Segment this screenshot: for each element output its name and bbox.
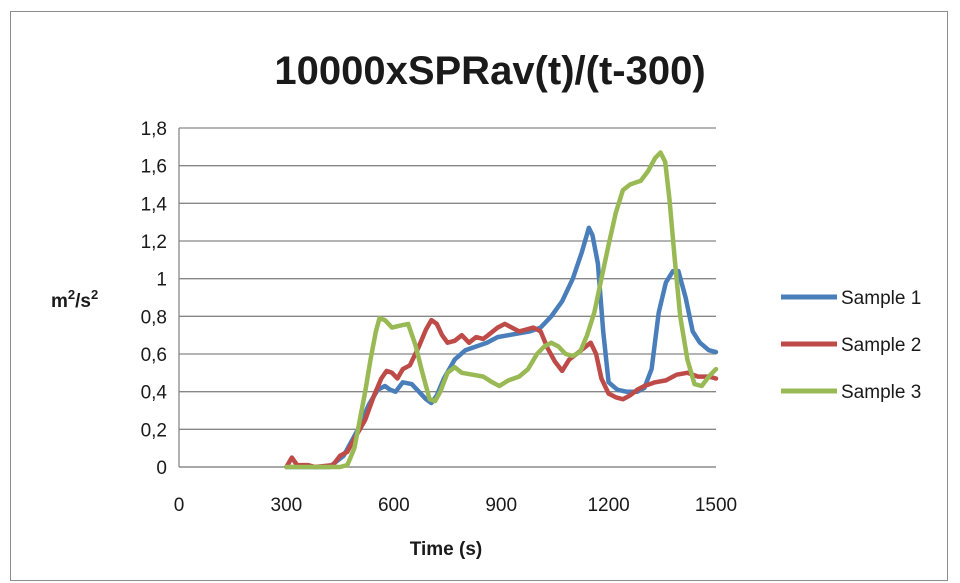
chart-canvas: 10000xSPRav(t)/(t-300) 0 300 600 900 1200 150… bbox=[51, 49, 921, 560]
y-tick-label: 0 bbox=[156, 458, 167, 479]
axes bbox=[178, 128, 716, 468]
y-tick-label: 1,2 bbox=[141, 232, 167, 253]
y-axis-title-mid: /s bbox=[75, 291, 91, 312]
series-lines bbox=[284, 150, 719, 470]
x-axis-title: Time (s) bbox=[410, 539, 483, 560]
x-tick-label: 900 bbox=[485, 495, 517, 516]
x-tick-label: 0 bbox=[174, 495, 185, 516]
y-axis-title: m2/s2 bbox=[51, 287, 98, 312]
series-line-2 bbox=[284, 317, 719, 470]
legend-label-2: Sample 2 bbox=[841, 335, 921, 356]
legend-label-1: Sample 1 bbox=[841, 288, 921, 309]
y-axis-title-sup2: 2 bbox=[91, 287, 98, 302]
y-axis-title-sup1: 2 bbox=[68, 287, 75, 302]
x-tick-label: 600 bbox=[378, 495, 410, 516]
y-tick-labels: 0 0,2 0,4 0,6 0,8 1 1,2 1,4 1,6 1,8 bbox=[141, 119, 168, 479]
x-tick-label: 300 bbox=[271, 495, 303, 516]
series-line-1 bbox=[284, 225, 719, 470]
y-tick-label: 0,8 bbox=[141, 307, 167, 328]
gridlines bbox=[179, 127, 716, 468]
y-tick-label: 1,4 bbox=[141, 194, 168, 215]
chart-title: 10000xSPRav(t)/(t-300) bbox=[274, 49, 705, 93]
y-tick-label: 0,4 bbox=[141, 383, 168, 404]
y-axis-title-base: m bbox=[51, 291, 68, 312]
legend: Sample 1 Sample 2 Sample 3 bbox=[781, 288, 921, 403]
x-tick-label: 1500 bbox=[695, 495, 737, 516]
x-tick-labels: 0 300 600 900 1200 1500 bbox=[174, 495, 737, 516]
legend-label-3: Sample 3 bbox=[841, 382, 921, 403]
y-tick-label: 0,2 bbox=[141, 420, 167, 441]
y-tick-label: 1 bbox=[156, 270, 167, 291]
y-tick-label: 1,8 bbox=[141, 119, 167, 140]
chart-frame: 10000xSPRav(t)/(t-300) 0 300 600 900 1200 150… bbox=[10, 11, 948, 581]
y-tick-label: 1,6 bbox=[141, 157, 167, 178]
x-tick-label: 1200 bbox=[587, 495, 629, 516]
y-tick-label: 0,6 bbox=[141, 345, 167, 366]
series-line-3 bbox=[284, 150, 719, 470]
